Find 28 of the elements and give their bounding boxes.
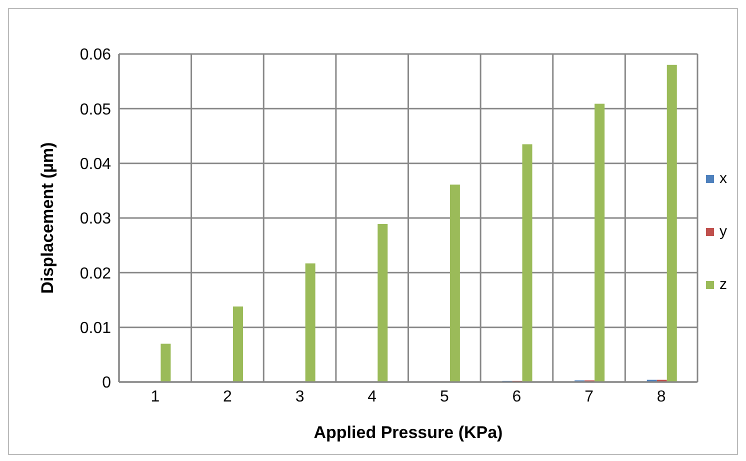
legend-label: x <box>720 170 727 187</box>
bar <box>450 184 460 382</box>
x-tick-label: 5 <box>440 388 449 406</box>
x-tick-label: 4 <box>368 388 377 406</box>
y-tick-label: 0.06 <box>80 46 112 64</box>
x-axis-title: Applied Pressure (KPa) <box>314 423 503 442</box>
bar <box>594 104 605 382</box>
y-tick-label: 0.04 <box>80 156 112 174</box>
bar <box>160 344 171 382</box>
bar <box>522 144 532 382</box>
legend-label: z <box>720 276 727 293</box>
x-tick-label: 3 <box>295 388 304 406</box>
x-tick-label: 6 <box>512 388 522 406</box>
x-tick-label: 1 <box>150 388 160 406</box>
bar <box>378 224 388 382</box>
legend-label: y <box>720 223 727 240</box>
y-tick-label: 0.01 <box>80 320 112 338</box>
y-axis-title: Displacement (µm) <box>38 142 58 294</box>
bar <box>666 64 677 382</box>
x-tick-label: 2 <box>223 388 232 406</box>
y-tick-label: 0.02 <box>80 265 112 282</box>
y-tick-label: 0.03 <box>80 210 112 228</box>
x-tick-label: 7 <box>584 388 594 406</box>
y-tick-label: 0 <box>102 374 112 392</box>
bar <box>305 263 316 382</box>
y-tick-label: 0.05 <box>80 101 112 118</box>
bar <box>233 306 244 382</box>
x-tick-label: 8 <box>656 388 666 406</box>
